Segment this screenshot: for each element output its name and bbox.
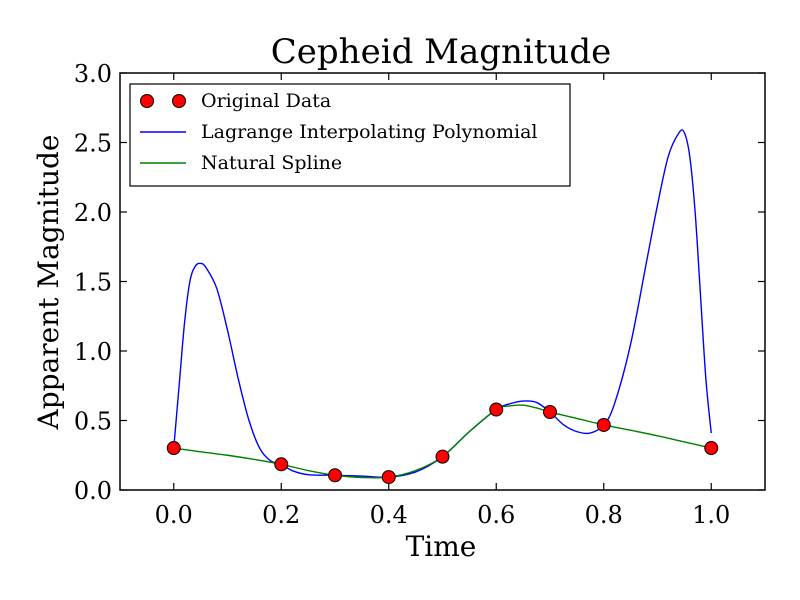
- x-tick-label: 1.0: [692, 501, 730, 529]
- x-tick-label: 0.6: [477, 501, 515, 529]
- y-tick-label: 1.0: [74, 338, 112, 366]
- axis-ticks: 0.0 0.2 0.4 0.6 0.8 1.0 0.0 0.5 1.0 1.5 2.0 2.5 3.0: [74, 60, 765, 529]
- y-tick-label: 0.0: [74, 477, 112, 505]
- x-tick-label: 0.4: [370, 501, 408, 529]
- data-point: [543, 405, 557, 420]
- x-tick-label: 0.2: [262, 501, 300, 529]
- y-tick-label: 0.5: [74, 408, 112, 436]
- data-point: [489, 402, 504, 417]
- y-tick-label: 2.0: [74, 199, 112, 227]
- x-tick-label: 0.0: [155, 501, 193, 529]
- data-point: [381, 470, 396, 485]
- y-tick-label: 2.5: [74, 130, 112, 158]
- legend-label: Natural Spline: [201, 152, 342, 174]
- series-line-natural-spline: [173, 404, 712, 479]
- y-axis-label: Apparent Magnitude: [32, 135, 65, 431]
- data-point: [166, 441, 181, 456]
- legend-box: [129, 83, 571, 187]
- data-point: [274, 457, 289, 472]
- legend: Original Data Lagrange Interpolating Poly…: [129, 83, 571, 187]
- data-point: [328, 468, 342, 483]
- y-tick-label: 1.5: [74, 269, 112, 297]
- legend-marker: [140, 94, 154, 108]
- x-tick-label: 0.8: [585, 501, 623, 529]
- chart-title: Cepheid Magnitude: [271, 32, 611, 72]
- x-axis-label: Time: [406, 530, 477, 563]
- legend-label: Original Data: [201, 90, 331, 112]
- series-layer: [166, 129, 719, 485]
- data-point: [704, 441, 719, 456]
- legend-marker: [172, 94, 186, 108]
- y-tick-label: 3.0: [74, 60, 112, 88]
- legend-label: Lagrange Interpolating Polynomial: [201, 121, 538, 143]
- data-point: [435, 449, 450, 464]
- data-point: [596, 417, 611, 432]
